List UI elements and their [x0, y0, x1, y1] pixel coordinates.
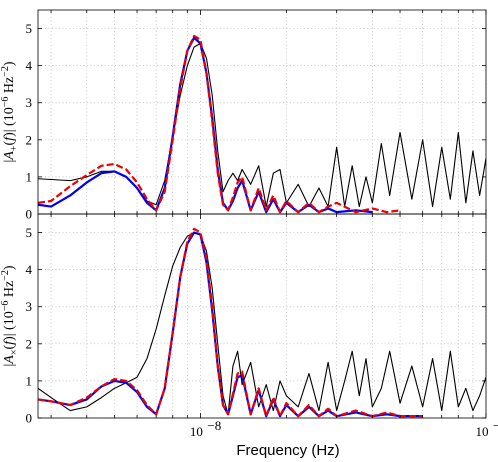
x-axis-label: Frequency (Hz) [236, 442, 339, 459]
y-tick-label: 3 [26, 299, 33, 314]
series-line-red [38, 227, 423, 418]
y-tick-label: 1 [26, 373, 33, 388]
y-tick-label: 4 [26, 262, 33, 277]
y-axis-label-top: |A+(f)| (10−6 Hz−2) [0, 61, 20, 162]
y-tick-label: 2 [26, 132, 33, 147]
y-tick-label: 4 [26, 58, 33, 73]
panel-top: 0 1 2 3 4 5 |A+(f)| (10−6 Hz−2) [0, 9, 487, 222]
y-tick-label: 0 [26, 207, 33, 222]
y-tick-label: 2 [26, 336, 33, 351]
y-tick-label: 0 [26, 411, 33, 426]
series-line-red [38, 34, 401, 214]
y-axis-label-bottom: |A×(f)| (10−6 Hz−2) [0, 265, 20, 366]
y-tick-label: 5 [26, 225, 33, 240]
series-line-black [38, 232, 486, 415]
x-tick-label-exponent: −8 [207, 418, 221, 433]
y-tick-label: 1 [26, 169, 33, 184]
y-tick-label: 5 [26, 21, 33, 36]
x-tick-label-exponent: −7 [493, 418, 498, 433]
axes-frame [37, 213, 487, 419]
series-line-black [38, 42, 486, 208]
y-tick-label: 3 [26, 95, 33, 110]
panel-bottom: 0 1 2 3 4 5 |A×(f)| (10−6 Hz−2) [0, 213, 487, 426]
series-line-blue [38, 231, 423, 418]
x-tick-label: 10 [190, 424, 203, 439]
x-tick-label: 10 [476, 424, 489, 439]
